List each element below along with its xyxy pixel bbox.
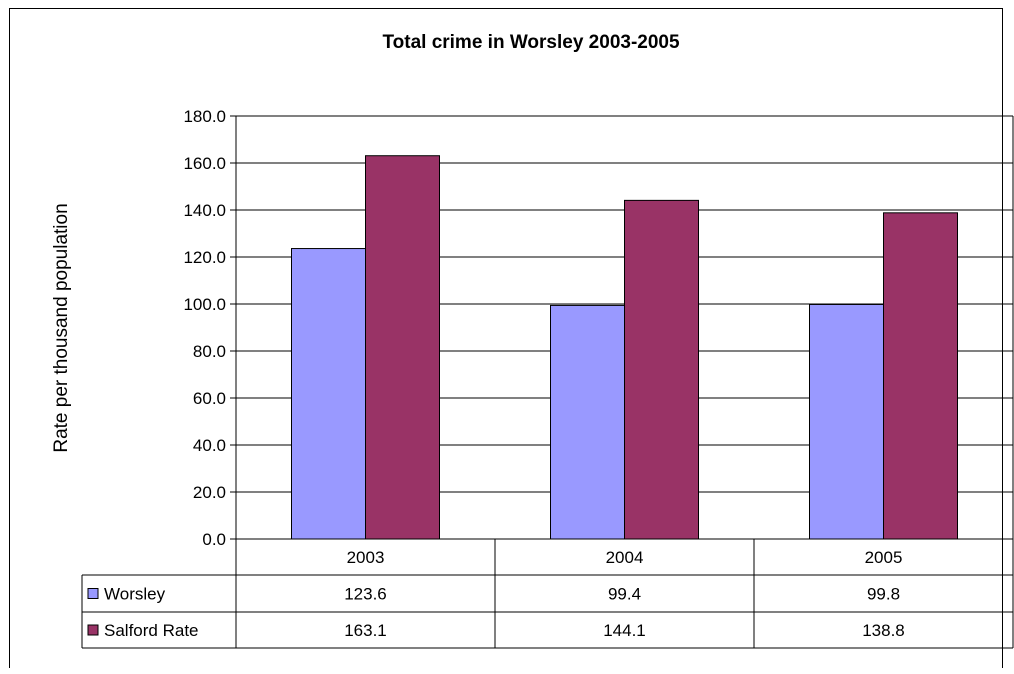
- table-value: 138.8: [862, 621, 905, 640]
- legend-swatch-salford-rate: [87, 624, 99, 636]
- y-tick-label: 100.0: [183, 295, 226, 314]
- y-tick-label: 80.0: [193, 342, 226, 361]
- bar-salford-rate-2004: [624, 199, 699, 540]
- bars: [291, 155, 958, 540]
- chart-title: Total crime in Worsley 2003-2005: [382, 32, 680, 53]
- legend-swatch-worsley: [87, 588, 99, 599]
- y-axis-ticks: 0.0 20.0 40.0 60.0 80.0 100.0 120.0 140.0 160.0 1…: [183, 107, 236, 549]
- y-tick-label: 40.0: [193, 436, 226, 455]
- y-tick-label: 60.0: [193, 389, 226, 408]
- plot-border: [235, 116, 1014, 540]
- legend-label-salford-rate: Salford Rate: [104, 621, 199, 640]
- table-value: 99.8: [867, 585, 900, 604]
- chart-frame: [9, 8, 1003, 668]
- y-tick-label: 140.0: [183, 201, 226, 220]
- bar-worsley-2005: [809, 303, 884, 540]
- table-value: 163.1: [344, 621, 387, 640]
- y-tick-label: 180.0: [183, 107, 226, 126]
- data-table: 2003 2004 2005 Worsley 123.6 99.4 99.8 Salford …: [81, 539, 1014, 649]
- bar-worsley-2004: [550, 304, 625, 540]
- y-tick-label: 120.0: [183, 248, 226, 267]
- bar-salford-rate-2003: [365, 155, 440, 540]
- y-axis-title: Rate per thousand population: [51, 203, 72, 452]
- legend-label-worsley: Worsley: [104, 585, 166, 604]
- table-value: 99.4: [608, 585, 641, 604]
- table-value: 144.1: [603, 621, 646, 640]
- table-value: 123.6: [344, 585, 387, 604]
- bar-salford-rate-2005: [883, 212, 958, 540]
- x-tick-label: 2005: [865, 548, 903, 567]
- x-tick-label: 2003: [347, 548, 385, 567]
- x-tick-label: 2004: [606, 548, 644, 567]
- y-tick-label: 0.0: [202, 530, 226, 549]
- y-tick-label: 20.0: [193, 483, 226, 502]
- y-tick-label: 160.0: [183, 154, 226, 173]
- bar-worsley-2003: [291, 248, 366, 540]
